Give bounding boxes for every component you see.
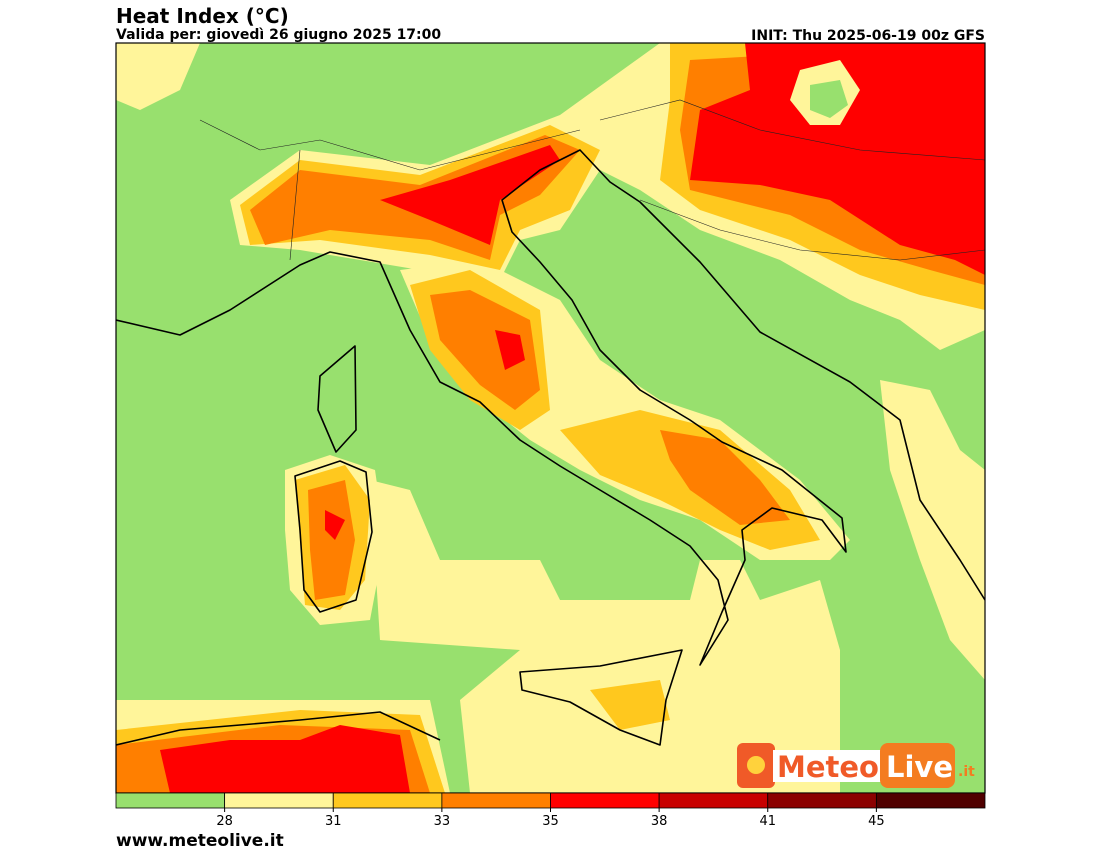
colorbar-tick-label: 45 bbox=[868, 814, 885, 829]
field bbox=[660, 430, 790, 525]
init-time: INIT: Thu 2025-06-19 00z GFS bbox=[751, 28, 985, 44]
colorbar-tick-label: 35 bbox=[542, 814, 559, 829]
footer: www.meteolive.it bbox=[116, 831, 284, 850]
logo-box bbox=[880, 743, 955, 788]
colorbar-segment bbox=[224, 792, 334, 809]
logo-box bbox=[773, 750, 883, 782]
logo-text: .it bbox=[958, 764, 975, 780]
field bbox=[308, 480, 355, 600]
colorbar-segment bbox=[441, 792, 551, 809]
coastline bbox=[294, 460, 373, 613]
logo-text: Live bbox=[886, 750, 953, 784]
colorbar-segment bbox=[332, 792, 443, 809]
coastline bbox=[116, 711, 441, 746]
field bbox=[370, 480, 840, 793]
valid-time: Valida per: giovedì 26 giugno 2025 17:00 bbox=[116, 27, 441, 43]
colorbar-tick-label: 38 bbox=[651, 814, 668, 829]
coastline bbox=[317, 345, 357, 453]
colorbar-tick-label: 31 bbox=[325, 814, 342, 829]
colorbar-segment bbox=[115, 792, 226, 809]
field bbox=[880, 380, 985, 680]
logo-sun bbox=[747, 756, 765, 774]
colorbar-tick-label: 41 bbox=[759, 814, 776, 829]
colorbar-segment bbox=[550, 792, 660, 809]
coastline bbox=[116, 149, 985, 666]
logo: Meteo Live .it bbox=[737, 743, 975, 788]
colorbar-tick-label: 28 bbox=[216, 814, 233, 829]
colorbar-segment bbox=[875, 792, 986, 809]
field bbox=[116, 43, 200, 110]
coastline bbox=[519, 649, 683, 746]
logo-text: Meteo bbox=[777, 750, 879, 784]
field bbox=[160, 725, 410, 793]
title: Heat Index (°C) bbox=[116, 4, 289, 28]
colorbar-segment bbox=[658, 792, 769, 809]
field bbox=[430, 290, 540, 410]
border bbox=[199, 99, 985, 261]
field bbox=[495, 330, 525, 370]
colorbar-tick-label: 33 bbox=[434, 814, 451, 829]
map bbox=[116, 43, 985, 793]
colorbar: 28 31 33 35 38 41 45 bbox=[115, 792, 986, 829]
field bbox=[590, 680, 670, 730]
field bbox=[690, 43, 985, 275]
field bbox=[380, 145, 560, 245]
field bbox=[810, 80, 848, 118]
field bbox=[325, 510, 345, 540]
colorbar-segment bbox=[767, 792, 877, 809]
